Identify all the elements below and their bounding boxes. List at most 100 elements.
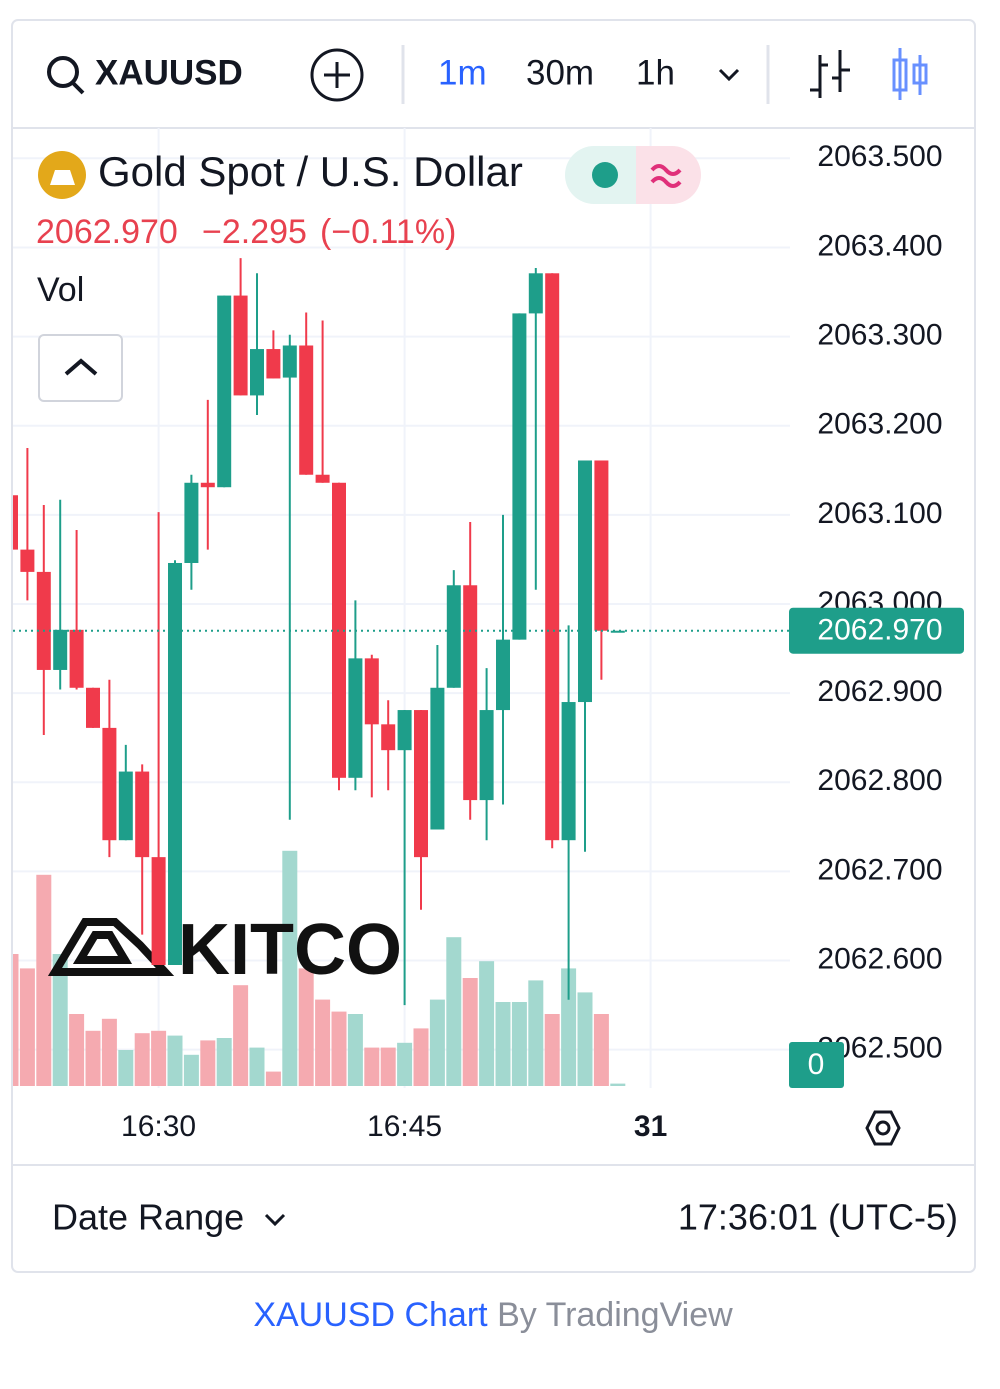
candle-body: [102, 727, 117, 841]
candle-body: [561, 702, 576, 841]
symbol[interactable]: XAUUSD: [95, 53, 243, 92]
volume-bar: [216, 1038, 232, 1086]
candle-body: [20, 549, 35, 572]
volume-bar: [200, 1040, 216, 1086]
volume-bar: [298, 968, 314, 1086]
candle-body: [168, 562, 182, 965]
y-tick-label: 2063.400: [817, 229, 942, 262]
candle-style[interactable]: [892, 48, 928, 100]
candle-body: [446, 585, 461, 688]
volume-bar: [151, 1030, 167, 1086]
volume-bar: [495, 1002, 511, 1086]
candle-body: [233, 295, 248, 396]
volume-bar: [397, 1042, 413, 1086]
price-badge: [789, 607, 964, 654]
volume-bar: [315, 999, 331, 1086]
volume-bar: [233, 985, 249, 1086]
candle-body: [53, 629, 68, 670]
candle-body: [118, 771, 133, 841]
candle-body: [69, 629, 84, 688]
volume-bar: [249, 1047, 265, 1086]
candle-body: [151, 857, 166, 965]
candle-body: [86, 687, 100, 728]
candle-body: [36, 571, 51, 670]
candle-body: [348, 658, 363, 778]
candle-body: [200, 482, 215, 488]
x-tick-label: 31: [634, 1110, 667, 1143]
volume-bar: [462, 978, 478, 1086]
candle-body: [545, 273, 560, 841]
volume-bar: [577, 992, 593, 1086]
y-tick-label: 2063.300: [817, 319, 942, 352]
volume-badge: [789, 1042, 844, 1088]
volume-bar: [446, 937, 462, 1086]
legend-change: −2.295: [202, 213, 307, 251]
candle-body: [397, 710, 412, 751]
legend-change-pct: (−0.11%): [320, 213, 456, 251]
search-icon[interactable]: [47, 56, 85, 95]
watermark-text: KITCO: [178, 910, 402, 990]
settings-icon[interactable]: [865, 1110, 901, 1146]
interval-menu[interactable]: [718, 68, 740, 82]
watermark: KITCO: [47, 910, 402, 990]
price-badge-label: 2062.970: [817, 614, 942, 647]
grid: [13, 128, 790, 1088]
volume-bar: [544, 1014, 560, 1086]
y-tick-label: 2063.100: [817, 497, 942, 530]
volume-bar: [511, 1002, 527, 1086]
date-range-chevron[interactable]: [264, 1213, 286, 1227]
collapse-button[interactable]: [38, 334, 123, 402]
volume-bar: [167, 1035, 183, 1086]
volume-bar: [364, 1047, 380, 1086]
volume-bar: [13, 954, 19, 1086]
candle-layer: [13, 258, 625, 1006]
candle-body: [528, 273, 543, 314]
volume-bar: [101, 1018, 117, 1086]
volume-bar: [429, 999, 445, 1086]
volume-bar: [610, 1083, 626, 1086]
add-symbol[interactable]: [310, 48, 364, 102]
y-tick-label: 2062.800: [817, 764, 942, 797]
candle-body: [578, 460, 592, 703]
volume-layer: [13, 850, 626, 1086]
interval[interactable]: 1m: [438, 53, 487, 92]
x-tick-label: 16:30: [121, 1110, 196, 1143]
attribution-link[interactable]: XAUUSD Chart: [253, 1296, 488, 1334]
candle-body: [282, 345, 297, 378]
date-range[interactable]: Date Range: [52, 1197, 244, 1238]
status-pill[interactable]: [636, 146, 701, 204]
candle-body: [479, 710, 494, 801]
legend-price: 2062.970: [36, 213, 178, 251]
interval[interactable]: 30m: [526, 53, 594, 92]
price-axis: 2062.5002062.6002062.7002062.8002062.900…: [13, 140, 964, 1143]
volume-bar: [85, 1030, 101, 1086]
candle-body: [315, 474, 330, 483]
volume-bar: [134, 1033, 150, 1086]
volume-bar: [282, 850, 298, 1086]
volume-bar: [331, 1011, 347, 1086]
candle-body: [13, 495, 18, 550]
candle-body: [299, 345, 314, 475]
volume-bar: [593, 1014, 609, 1086]
volume-bar: [347, 1014, 363, 1086]
volume-bar: [479, 961, 495, 1086]
volume-bar: [69, 1014, 85, 1086]
volume-tick-label: 0: [808, 1048, 825, 1081]
market-open-dot: [592, 162, 618, 188]
candle-body: [430, 687, 445, 830]
bar-style[interactable]: [810, 50, 850, 98]
candle-body: [610, 630, 625, 633]
volume-bar: [19, 968, 35, 1086]
y-tick-label: 2062.600: [817, 942, 942, 975]
volume-bar: [118, 1050, 134, 1086]
widget-frame: [11, 19, 976, 1273]
interval[interactable]: 1h: [636, 53, 675, 92]
volume-label: Vol: [37, 271, 84, 309]
candle-body: [414, 710, 428, 858]
candle-body: [184, 482, 199, 563]
candle-body: [250, 349, 264, 396]
candle-body: [266, 349, 281, 379]
candle-body: [463, 585, 478, 801]
volume-bar: [413, 1028, 429, 1086]
